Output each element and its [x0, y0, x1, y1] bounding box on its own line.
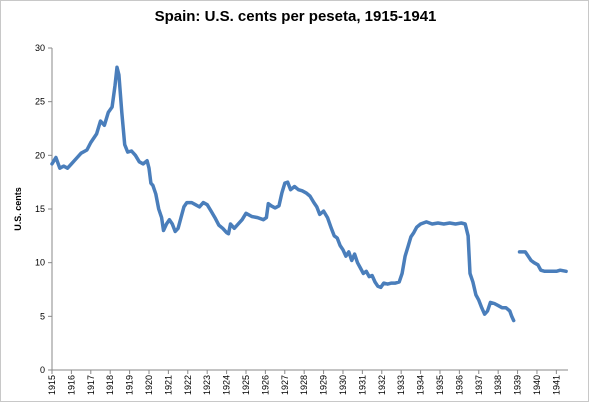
y-tick-label: 5 — [40, 311, 45, 321]
y-tick-label: 25 — [35, 97, 45, 107]
x-tick-label: 1930 — [338, 375, 348, 395]
series-lines — [50, 65, 568, 323]
x-tick-label: 1920 — [144, 375, 154, 395]
y-tick-label: 10 — [35, 258, 45, 268]
x-tick-label: 1932 — [377, 375, 387, 395]
series-line-segment-1 — [50, 65, 516, 323]
x-tick-label: 1919 — [125, 375, 135, 395]
x-tick-label: 1937 — [474, 375, 484, 395]
y-tick-label: 30 — [35, 43, 45, 53]
x-tick-label: 1939 — [513, 375, 523, 395]
x-tick-label: 1928 — [299, 375, 309, 395]
chart-title: Spain: U.S. cents per peseta, 1915-1941 — [154, 8, 437, 25]
x-tick-label: 1941 — [551, 375, 561, 395]
x-tick-label: 1925 — [241, 375, 251, 395]
x-tick-label: 1918 — [105, 375, 115, 395]
series-line-segment-2 — [517, 250, 568, 274]
x-tick-label: 1922 — [183, 375, 193, 395]
x-tick-label: 1924 — [222, 375, 232, 395]
y-axis-label: U.S. cents — [13, 187, 23, 231]
x-tick-label: 1934 — [416, 375, 426, 395]
x-tick-label: 1935 — [435, 375, 445, 395]
x-tick-label: 1916 — [66, 375, 76, 395]
x-tick-label: 1921 — [163, 375, 173, 395]
x-tick-label: 1933 — [396, 375, 406, 395]
x-tick-label: 1931 — [357, 375, 367, 395]
x-tick-label: 1915 — [47, 375, 57, 395]
y-axis-ticks: 0 5 10 15 20 25 30 — [35, 43, 52, 375]
x-axis-ticks: 1915 1916 1917 1918 1919 1920 1921 1922 1923 1924… — [47, 370, 561, 395]
y-tick-label: 0 — [40, 365, 45, 375]
x-tick-label: 1936 — [454, 375, 464, 395]
x-tick-label: 1926 — [260, 375, 270, 395]
x-tick-label: 1929 — [319, 375, 329, 395]
y-tick-label: 15 — [35, 204, 45, 214]
x-tick-label: 1923 — [202, 375, 212, 395]
x-tick-label: 1940 — [532, 375, 542, 395]
axes — [51, 48, 568, 371]
x-tick-label: 1938 — [493, 375, 503, 395]
y-tick-label: 20 — [35, 150, 45, 160]
x-tick-label: 1927 — [280, 375, 290, 395]
x-tick-label: 1917 — [86, 375, 96, 395]
